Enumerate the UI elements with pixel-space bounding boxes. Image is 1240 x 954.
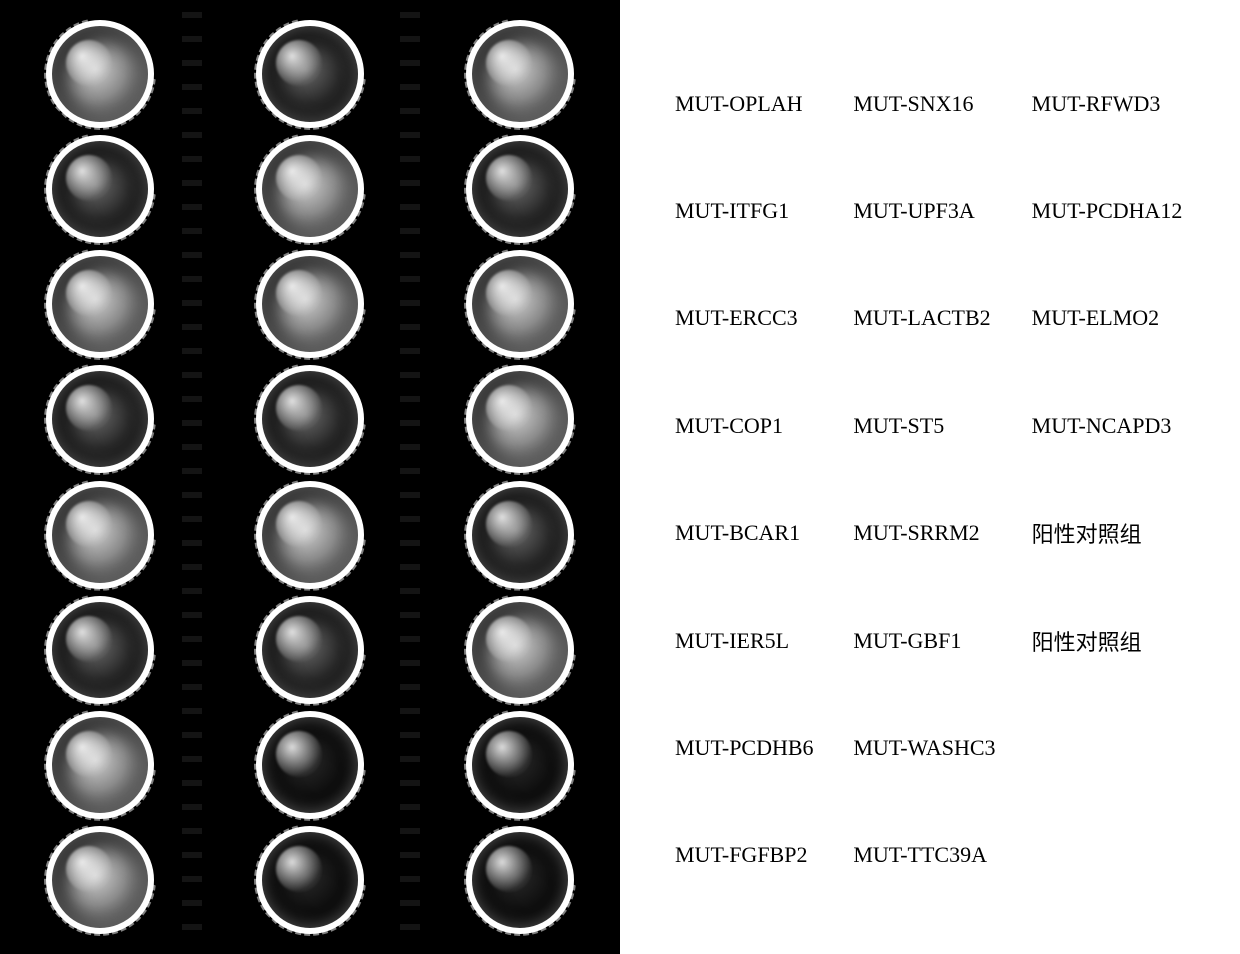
sample-label: MUT-LACTB2 [853,305,1031,331]
well [466,711,574,819]
well [46,711,154,819]
plate-divider [400,12,420,942]
sample-label: MUT-ERCC3 [675,305,853,331]
well [256,481,364,589]
sample-label: MUT-PCDHB6 [675,735,853,761]
well-column [25,12,175,942]
sample-label: MUT-OPLAH [675,91,853,117]
sample-label: MUT-TTC39A [853,842,1031,868]
label-grid: MUT-OPLAH MUT-SNX16 MUT-RFWD3 MUT-ITFG1 … [620,0,1240,954]
sample-label: MUT-BCAR1 [675,520,853,546]
plate-divider [182,12,202,942]
sample-label: MUT-IER5L [675,628,853,654]
well [256,826,364,934]
sample-label: MUT-SRRM2 [853,520,1031,546]
well-plate-image [0,0,620,954]
well [256,596,364,704]
well [256,711,364,819]
sample-label: MUT-WASHC3 [853,735,1031,761]
well [46,826,154,934]
sample-label: MUT-RFWD3 [1032,91,1210,117]
sample-label: MUT-UPF3A [853,198,1031,224]
sample-label: MUT-ST5 [853,413,1031,439]
well [46,596,154,704]
well [466,20,574,128]
well [466,596,574,704]
sample-label: MUT-COP1 [675,413,853,439]
well [46,250,154,358]
sample-label: MUT-ELMO2 [1032,305,1210,331]
well [466,481,574,589]
well [256,365,364,473]
positive-control-label: 阳性对照组 [1032,625,1210,657]
sample-label: MUT-ITFG1 [675,198,853,224]
sample-label: MUT-GBF1 [853,628,1031,654]
well [256,20,364,128]
well-column [235,12,385,942]
sample-label: MUT-SNX16 [853,91,1031,117]
well [46,481,154,589]
well [466,250,574,358]
well [256,250,364,358]
well [466,135,574,243]
well-column [445,12,595,942]
well [46,365,154,473]
well [466,365,574,473]
well [256,135,364,243]
sample-label: MUT-PCDHA12 [1032,198,1210,224]
well [46,135,154,243]
positive-control-label: 阳性对照组 [1032,517,1210,549]
plate-inner [20,12,600,942]
sample-label: MUT-NCAPD3 [1032,413,1210,439]
sample-label: MUT-FGFBP2 [675,842,853,868]
well [46,20,154,128]
well [466,826,574,934]
